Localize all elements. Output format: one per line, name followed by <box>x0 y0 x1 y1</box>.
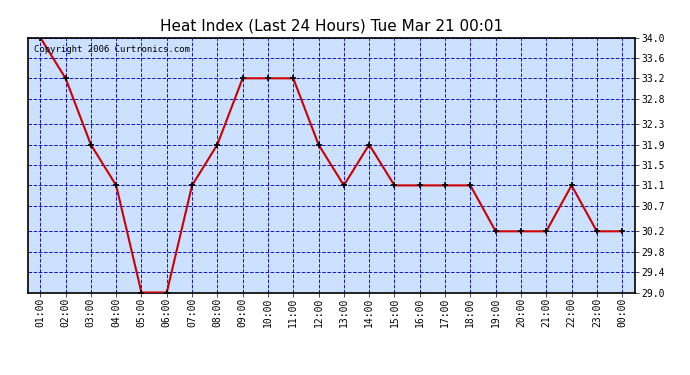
Title: Heat Index (Last 24 Hours) Tue Mar 21 00:01: Heat Index (Last 24 Hours) Tue Mar 21 00… <box>159 18 503 33</box>
Text: Copyright 2006 Curtronics.com: Copyright 2006 Curtronics.com <box>34 45 190 54</box>
